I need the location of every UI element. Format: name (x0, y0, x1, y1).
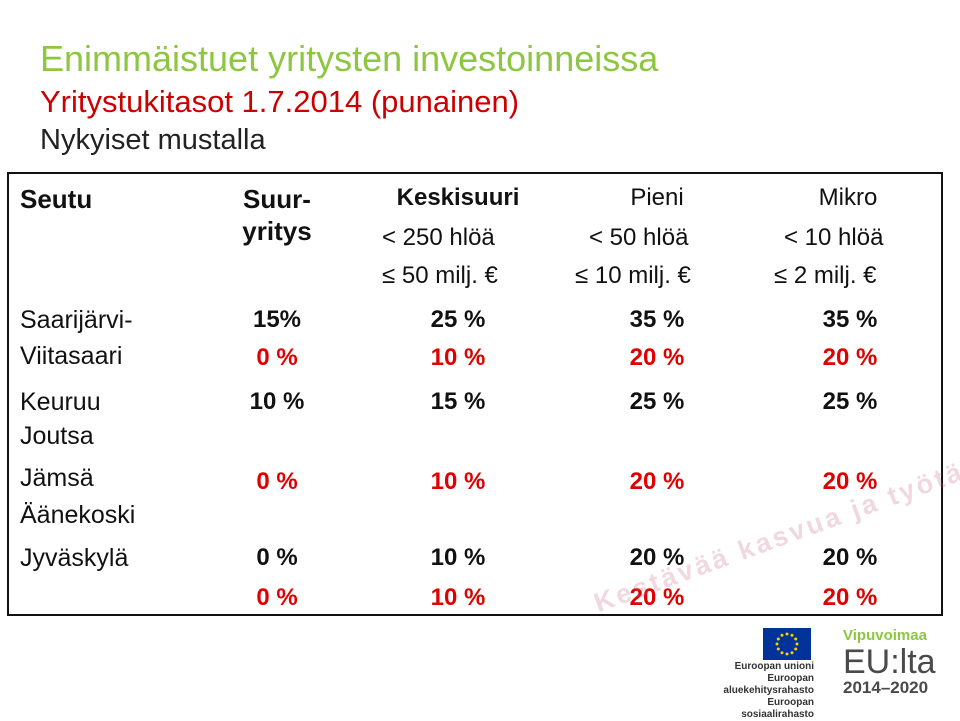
region-keuruu: Keuruu (20, 388, 101, 416)
value-r1-keski-current: 25 % (430, 306, 486, 333)
value-r3-pieni-current: 20 % (629, 544, 685, 571)
value-r2-mikro-new: 20 % (822, 468, 878, 495)
header-mikro-line2: < 10 hlöä (784, 224, 884, 251)
value-r1-suur-new: 0 % (256, 344, 298, 371)
header-keskisuuri-line1: Keskisuuri (396, 184, 520, 211)
eulta-years: 2014–2020 (843, 678, 929, 697)
value-r3-mikro-new: 20 % (822, 584, 878, 611)
value-r1-mikro-current: 35 % (822, 306, 878, 333)
support-level-table: Seutu Suur- yritys Keskisuuri < 250 hlöä… (7, 172, 943, 616)
value-r2-keski-current: 15 % (430, 388, 486, 415)
eu-stars-icon (775, 632, 799, 656)
header-pieni-line1: Pieni (630, 184, 684, 211)
value-r3-suur-new: 0 % (256, 584, 298, 611)
header-suur-line1: Suur- (243, 184, 311, 214)
eu-flag-icon (763, 628, 811, 660)
eu-funding-text: Euroopan unioni Euroopan aluekehitysraha… (700, 661, 814, 721)
header-suur-line2: yritys (242, 216, 312, 246)
header-mikro-line3: ≤ 2 milj. € (774, 262, 877, 289)
value-r2-mikro-current: 25 % (822, 388, 878, 415)
value-r2-keski-new: 10 % (430, 468, 486, 495)
value-r1-pieni-current: 35 % (629, 306, 685, 333)
value-r1-pieni-new: 20 % (629, 344, 685, 371)
value-r2-pieni-current: 25 % (629, 388, 685, 415)
header-seutu: Seutu (20, 184, 93, 214)
eulta-logo: EU:lta (843, 643, 936, 681)
value-r3-keski-new: 10 % (430, 584, 486, 611)
page-title: Enimmäistuet yritysten investoinneissa (40, 38, 659, 79)
page-subtitle: Yritystukitasot 1.7.2014 (punainen) (40, 84, 520, 119)
value-r2-suur-new: 0 % (256, 468, 298, 495)
page-subtitle-secondary: Nykyiset mustalla (40, 124, 266, 156)
region-saarijarvi-line2: Viitasaari (20, 342, 123, 370)
header-keskisuuri-line2: < 250 hlöä (382, 224, 495, 251)
header-pieni-line2: < 50 hlöä (589, 224, 689, 251)
region-joutsa: Joutsa (20, 422, 94, 450)
region-jyvaskyla: Jyväskylä (20, 544, 129, 572)
value-r3-suur-current: 0 % (256, 544, 298, 571)
value-r1-suur-current: 15% (252, 306, 302, 333)
eu-social-fund-label: Euroopan sosiaalirahasto (741, 697, 814, 720)
header-keskisuuri-line3: ≤ 50 milj. € (382, 262, 498, 289)
eu-union-label: Euroopan unioni (734, 661, 814, 672)
value-r3-mikro-current: 20 % (822, 544, 878, 571)
header-pieni-line3: ≤ 10 milj. € (575, 262, 691, 289)
eu-regional-fund-label: Euroopan aluekehitysrahasto (723, 673, 814, 696)
region-jamsa: Jämsä (20, 464, 94, 492)
value-r2-suur-current: 10 % (249, 388, 305, 415)
value-r3-pieni-new: 20 % (629, 584, 685, 611)
value-r2-pieni-new: 20 % (629, 468, 685, 495)
value-r1-keski-new: 10 % (430, 344, 486, 371)
header-mikro-line1: Mikro (818, 184, 878, 211)
vipuvoimaa-label: Vipuvoimaa (843, 627, 927, 644)
region-saarijarvi-line1: Saarijärvi- (20, 306, 133, 334)
value-r3-keski-current: 10 % (430, 544, 486, 571)
value-r1-mikro-new: 20 % (822, 344, 878, 371)
region-aanekoski: Äänekoski (20, 501, 136, 529)
